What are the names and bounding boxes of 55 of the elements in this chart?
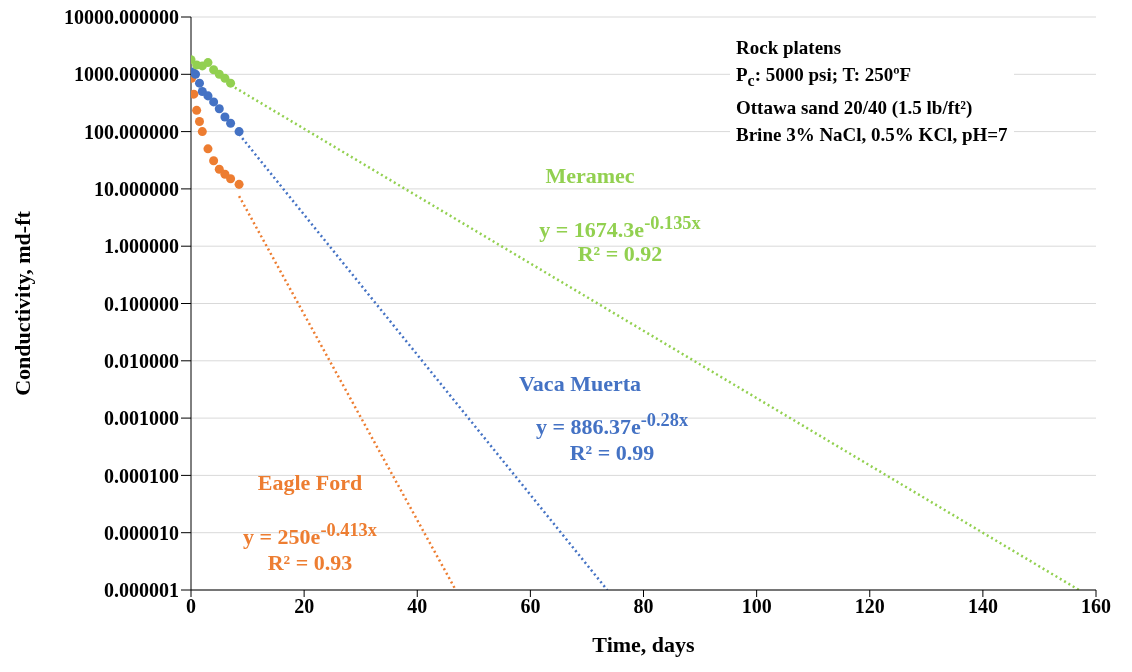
point: [226, 78, 236, 88]
x-tick-label: 100: [741, 595, 772, 618]
point: [194, 78, 204, 88]
x-tick-label: 40: [407, 595, 428, 618]
annotation: R² = 0.99: [569, 440, 655, 466]
point: [226, 118, 236, 128]
point: [209, 97, 219, 107]
x-tick-label: 60: [520, 595, 541, 618]
annotation: R² = 0.92: [577, 241, 663, 267]
y-tick-label: 0.100000: [104, 292, 179, 315]
annotation: Ottawa sand 20/40 (1.5 lb/ft²): [736, 95, 974, 120]
text: Eagle Ford: [257, 470, 363, 496]
y-tick-label: 0.000001: [104, 579, 179, 602]
annotation: R² = 0.93: [267, 550, 353, 576]
y-tick-label: 0.000100: [104, 464, 179, 487]
x-tick-label: 80: [633, 595, 654, 618]
text: Vaca Muerta: [519, 371, 641, 397]
y-tick-label: 1.000000: [104, 235, 179, 258]
point: [197, 87, 207, 97]
point: [220, 112, 230, 122]
x-tick-label: 160: [1081, 595, 1111, 618]
x-tick-label: 140: [967, 595, 998, 618]
annotation: y = 886.37e$^{-0.28x}$: [535, 410, 689, 441]
point: [226, 174, 236, 184]
point: [203, 144, 213, 154]
point: [192, 105, 202, 115]
y-tick-label: 10.000000: [94, 178, 179, 200]
annotation: y = 250e$^{-0.413x}$: [243, 520, 377, 551]
y-tick-label: 100.000000: [84, 120, 179, 143]
y-tick-label: 0.001000: [104, 407, 179, 430]
point: [203, 58, 213, 68]
x-axis-title: Time, days: [592, 632, 696, 657]
y-tick-label: 1000.000000: [74, 63, 179, 86]
annotation: y = 1674.3e$^{-0.135x}$: [539, 213, 701, 244]
annotation: Rock platens: [736, 36, 843, 60]
point: [203, 91, 213, 101]
point: [234, 127, 244, 137]
x-tick-label: 120: [854, 595, 885, 618]
x-tick-label: 0: [186, 595, 196, 618]
x-tick-label: 20: [294, 595, 315, 618]
point: [209, 65, 219, 75]
point: [194, 117, 204, 127]
annotation: Brine 3% NaCl, 0.5% KCl, pH=7: [736, 122, 1008, 147]
annotation: P$_{c}$: 5000 psi; T: 250ºF: [736, 63, 913, 91]
y-axis-title: Conductivity, md-ft: [9, 210, 35, 396]
text: Meramec: [545, 163, 635, 189]
point: [214, 104, 224, 114]
point: [191, 89, 199, 99]
y-tick-label: 10000.000000: [64, 6, 179, 29]
y-tick-label: 0.000010: [104, 521, 179, 544]
y-tick-label: 0.010000: [104, 349, 179, 372]
point: [209, 156, 219, 166]
point: [197, 127, 207, 137]
point: [234, 179, 244, 189]
point: [214, 164, 224, 174]
